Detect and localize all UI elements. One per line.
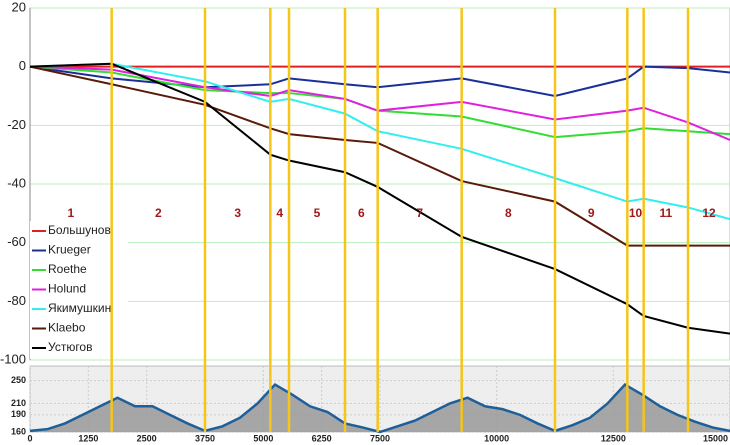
legend-label: Klaebo bbox=[48, 321, 86, 335]
segment-label: 10 bbox=[629, 206, 643, 220]
segment-label: 3 bbox=[234, 206, 241, 220]
segment-label: 11 bbox=[659, 206, 672, 220]
segment-label: 12 bbox=[702, 206, 716, 220]
segment-label: 5 bbox=[314, 206, 321, 220]
legend-label: Krueger bbox=[48, 243, 91, 257]
legend-label: Roethe bbox=[48, 262, 87, 276]
y-tick-label: 210 bbox=[11, 398, 26, 408]
x-tick-label: 5000 bbox=[253, 433, 273, 443]
legend-label: Holund bbox=[48, 282, 86, 296]
segment-label: 6 bbox=[358, 206, 365, 220]
y-tick-label: 0 bbox=[19, 58, 26, 73]
x-tick-label: 1250 bbox=[78, 433, 98, 443]
x-tick-label: 3750 bbox=[195, 433, 215, 443]
y-tick-label: 20 bbox=[12, 0, 26, 14]
segment-label: 7 bbox=[416, 206, 423, 220]
y-tick-label: -20 bbox=[7, 117, 26, 132]
x-tick-label: 15000 bbox=[703, 433, 728, 443]
y-tick-label: 250 bbox=[11, 375, 26, 385]
segment-label: 1 bbox=[67, 206, 74, 220]
y-tick-label: -40 bbox=[7, 175, 26, 190]
legend-label: Якимушкин bbox=[48, 301, 111, 315]
y-tick-label: -100 bbox=[0, 351, 26, 366]
y-tick-label: -60 bbox=[7, 234, 26, 249]
x-tick-label: 2500 bbox=[137, 433, 157, 443]
segment-label: 9 bbox=[588, 206, 595, 220]
x-tick-label: 12500 bbox=[601, 433, 626, 443]
y-tick-label: 160 bbox=[11, 426, 26, 436]
x-tick-label: 7500 bbox=[370, 433, 390, 443]
elevation-area bbox=[30, 384, 730, 432]
x-tick-label: 10000 bbox=[484, 433, 509, 443]
segment-label: 2 bbox=[155, 206, 162, 220]
segment-label: 8 bbox=[505, 206, 512, 220]
x-tick-label: 0 bbox=[27, 433, 32, 443]
y-tick-label: -80 bbox=[7, 293, 26, 308]
y-tick-label: 190 bbox=[11, 409, 26, 419]
elevation-line bbox=[29, 382, 730, 434]
segment-label: 4 bbox=[276, 206, 283, 220]
x-tick-label: 6250 bbox=[312, 433, 332, 443]
legend-label: Большунов bbox=[48, 223, 111, 237]
legend-label: Устюгов bbox=[48, 340, 92, 354]
